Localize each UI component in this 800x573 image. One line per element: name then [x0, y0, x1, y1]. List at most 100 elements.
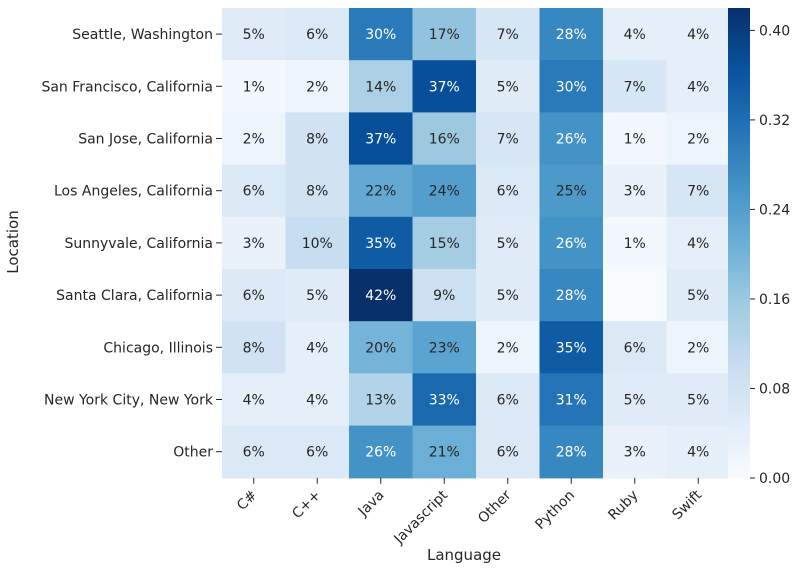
- y-tick-label: Seattle, Washington: [72, 27, 213, 43]
- heatmap-cell: [539, 8, 604, 61]
- heatmap-cell: [349, 321, 414, 374]
- cell-value-label: 10%: [302, 236, 333, 252]
- x-tick-label: Python: [532, 487, 578, 533]
- cell-value-label: 37%: [365, 132, 396, 148]
- heatmap-cell: [603, 373, 668, 427]
- cell-value-label: 1%: [624, 236, 646, 252]
- cell-value-label: 5%: [624, 393, 646, 409]
- heatmap-cell: [476, 8, 541, 61]
- cell-value-label: 15%: [429, 236, 460, 252]
- heatmap-cell: [603, 164, 668, 218]
- cell-value-label: 6%: [306, 27, 328, 43]
- heatmap-cell: [412, 373, 477, 427]
- colorbar: 0.00 0.08 0.16 0.24 0.32 0.40: [728, 8, 790, 487]
- cell-value-label: 14%: [365, 79, 396, 95]
- cell-value-label: 6%: [243, 445, 265, 461]
- heatmap-cell: [349, 373, 414, 427]
- cell-value-label: 3%: [624, 184, 646, 200]
- cell-value-label: 4%: [243, 393, 265, 409]
- cell-value-label: 3%: [243, 236, 265, 252]
- heatmap-cell: [412, 112, 477, 166]
- x-tick-label: Java: [355, 487, 388, 520]
- cell-value-label: 4%: [306, 340, 328, 356]
- heatmap-cell: [412, 164, 477, 218]
- cell-value-label: 23%: [429, 340, 460, 356]
- cell-value-label: 5%: [687, 288, 709, 304]
- cell-value-label: 26%: [556, 236, 587, 252]
- heatmap-cell: [603, 216, 668, 270]
- y-tick-label: New York City, New York: [44, 393, 214, 409]
- cell-value-label: 6%: [624, 340, 646, 356]
- cell-value-label: 5%: [497, 288, 519, 304]
- heatmap-cell: [476, 425, 541, 479]
- cell-value-label: 8%: [306, 132, 328, 148]
- cell-value-label: 17%: [429, 27, 460, 43]
- cell-value-label: 2%: [497, 340, 519, 356]
- heatmap-cell: [349, 425, 414, 479]
- heatmap-cell: [666, 321, 731, 374]
- cell-value-label: 28%: [556, 27, 587, 43]
- heatmap-cell: [222, 269, 287, 322]
- heatmap-cell: [222, 112, 287, 166]
- cell-value-label: 6%: [497, 184, 519, 200]
- heatmap-cell: [476, 321, 541, 374]
- heatmap-cell: [476, 373, 541, 427]
- heatmap-cell: [603, 321, 668, 374]
- colorbar-ticks: 0.00 0.08 0.16 0.24 0.32 0.40: [750, 23, 790, 487]
- heatmap-cell: [285, 216, 350, 270]
- y-tick-label: Chicago, Illinois: [103, 340, 213, 356]
- heatmap-cell: [666, 164, 731, 218]
- cell-value-label: 6%: [243, 184, 265, 200]
- heatmap-cell: [412, 321, 477, 374]
- cell-value-label: 6%: [306, 445, 328, 461]
- cell-value-label: 1%: [624, 132, 646, 148]
- cell-value-label: 7%: [497, 132, 519, 148]
- colorbar-tick-label: 0.40: [759, 23, 790, 39]
- x-axis-label: Language: [427, 546, 501, 564]
- heatmap-cell: [539, 269, 604, 322]
- x-axis-ticks: C# C++ Java Javascript Other Python Ruby Swift: [234, 477, 705, 548]
- y-tick-label: Sunnyvale, California: [64, 236, 213, 252]
- heatmap-cell: [476, 269, 541, 322]
- cell-value-label: 30%: [365, 27, 396, 43]
- cell-value-label: 7%: [497, 27, 519, 43]
- cell-value-label: 24%: [429, 184, 460, 200]
- cell-value-label: 4%: [624, 27, 646, 43]
- colorbar-gradient: [728, 8, 750, 478]
- cell-value-label: 6%: [497, 445, 519, 461]
- heatmap-cell: [539, 60, 604, 113]
- cell-value-label: 35%: [556, 340, 587, 356]
- heatmap-cell: [666, 269, 731, 322]
- cell-value-label: 5%: [497, 79, 519, 95]
- heatmap-cell: [476, 216, 541, 270]
- heatmap-cell: [412, 60, 477, 113]
- heatmap-cell: [285, 425, 350, 479]
- cell-value-label: 4%: [687, 27, 709, 43]
- cell-value-label: 4%: [687, 236, 709, 252]
- colorbar-tick-label: 0.16: [759, 292, 790, 308]
- heatmap-cell: [539, 112, 604, 166]
- cell-value-label: 33%: [429, 393, 460, 409]
- cell-value-label: 21%: [429, 445, 460, 461]
- cell-value-label: 5%: [687, 393, 709, 409]
- heatmap-cell: [666, 8, 731, 61]
- heatmap-cell: [539, 321, 604, 374]
- heatmap-cell: [349, 8, 414, 61]
- cell-value-label: 4%: [687, 79, 709, 95]
- cell-value-label: 8%: [243, 340, 265, 356]
- cell-value-label: 20%: [365, 340, 396, 356]
- colorbar-tick-label: 0.00: [759, 471, 790, 487]
- y-axis-ticks: Seattle, Washington San Francisco, Califo…: [41, 27, 222, 461]
- y-tick-label: San Jose, California: [78, 132, 213, 148]
- x-tick-label: Ruby: [605, 487, 641, 523]
- x-tick-label: Swift: [669, 487, 705, 523]
- cell-value-label: 3%: [624, 445, 646, 461]
- cell-value-label: 1%: [243, 79, 265, 95]
- heatmap-cell: [285, 112, 350, 166]
- cell-value-label: 26%: [556, 132, 587, 148]
- heatmap-cell: [666, 373, 731, 427]
- heatmap-cell: [539, 425, 604, 479]
- cell-value-label: 5%: [497, 236, 519, 252]
- heatmap-cell: [539, 164, 604, 218]
- x-tick-label: C++: [289, 487, 324, 522]
